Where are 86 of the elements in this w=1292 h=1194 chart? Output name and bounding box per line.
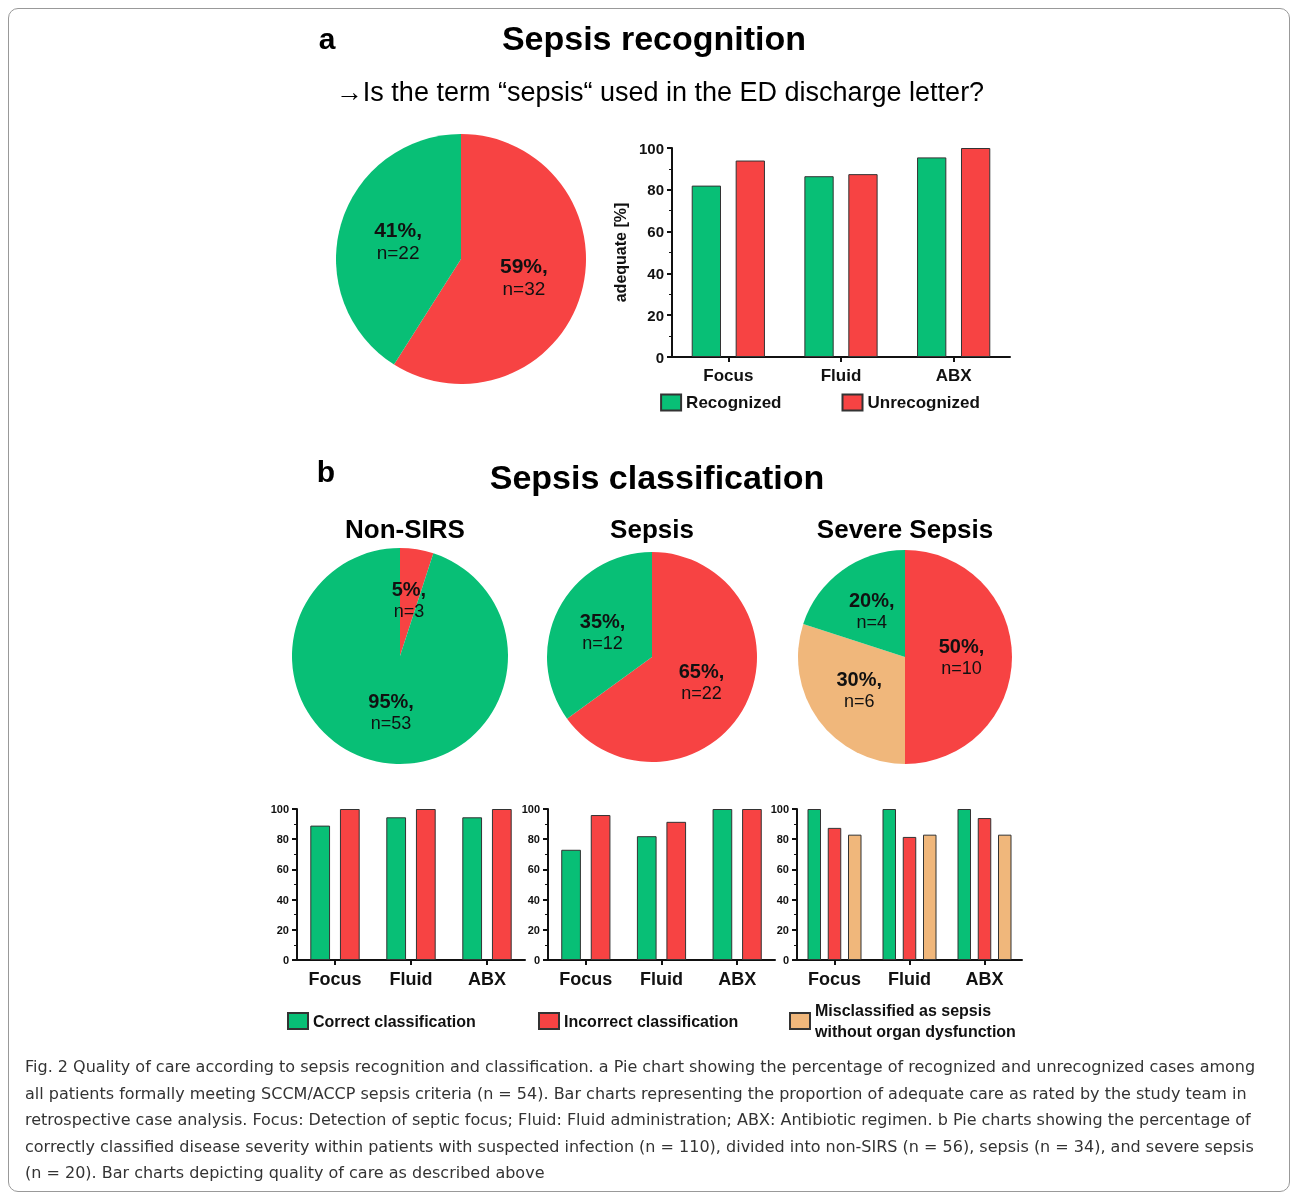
bar xyxy=(491,809,512,960)
y-tick-label: 100 xyxy=(638,139,664,157)
y-tick-label: 100 xyxy=(270,803,289,815)
bar xyxy=(386,817,407,960)
bar xyxy=(415,809,436,960)
y-tick-label: 0 xyxy=(533,954,540,966)
text: →Is the term “sepsis“ used in the ED discharge letter? xyxy=(335,77,985,107)
x-tick-label: ABX xyxy=(467,969,507,989)
legend-label: Correct classification xyxy=(313,1012,476,1030)
y-tick-label: 20 xyxy=(527,923,540,936)
bar xyxy=(735,160,765,357)
bar xyxy=(848,174,878,357)
x-tick-label: Focus xyxy=(308,969,362,989)
bar xyxy=(666,821,687,960)
x-tick-label: Fluid xyxy=(640,969,683,989)
legend-label: Unrecognized xyxy=(867,393,980,412)
y-tick-label: 80 xyxy=(647,181,664,199)
chart-title: Sepsis xyxy=(610,514,694,544)
y-tick-label: 100 xyxy=(770,803,789,815)
y-tick-label: 60 xyxy=(776,863,789,876)
x-tick-label: ABX xyxy=(718,969,757,989)
bar xyxy=(339,809,360,960)
text: a xyxy=(318,21,336,55)
text: b xyxy=(316,454,336,488)
y-tick-label: 40 xyxy=(527,893,540,906)
data-label: 95%, n=53 xyxy=(368,690,414,734)
y-tick-label: 20 xyxy=(276,923,289,936)
x-tick-label: ABX xyxy=(965,969,1004,989)
bar xyxy=(712,809,733,960)
legend-label: Misclassified as sepsis without organ dysfunction xyxy=(814,1002,1016,1040)
x-tick-label: Focus xyxy=(703,366,754,385)
caption: Fig. 2 Quality of care according to sepsis recognition and classification. a Pie chart showing the percentage of recognized and unrecognized cases among all patients formally meeting SCCM/ACCP sepsis criteria (n = 54). Bar charts representing the proportion of adequate care as rated by the study team in retrospective case analysis. Focus: Detection of septic focus; Fluid: Fluid administration; ABX: Antibiotic regimen. b Pie charts showing the percentage of correctly classified disease severity within patients with suspected infection (n = 110), divided into non-SIRS (n = 56), sepsis (n = 34), and severe sepsis (n = 20). Bar charts depicting quality of care as described above xyxy=(25,1056,1257,1184)
text: Sepsis recognition xyxy=(501,19,807,57)
bar xyxy=(561,849,581,960)
bar xyxy=(742,809,762,960)
bar xyxy=(998,834,1012,960)
y-tick-label: 100 xyxy=(521,803,540,815)
y-axis-title: adequate [%] xyxy=(611,202,629,303)
chart-title: Severe Sepsis xyxy=(816,514,994,544)
y-tick-label: 20 xyxy=(776,923,789,936)
data-label: 65%, n=22 xyxy=(678,660,725,704)
legend-label: Incorrect classification xyxy=(564,1012,739,1030)
data-label: 59%, n=32 xyxy=(499,254,548,300)
bar xyxy=(977,818,992,960)
y-tick-label: 0 xyxy=(782,954,789,966)
y-tick-label: 60 xyxy=(527,863,540,876)
bar xyxy=(691,185,722,357)
bar xyxy=(636,836,657,960)
y-tick-label: 60 xyxy=(276,863,289,876)
bar xyxy=(827,827,842,960)
y-tick-label: 80 xyxy=(776,833,789,846)
x-tick-label: Fluid xyxy=(888,969,931,989)
y-tick-label: 80 xyxy=(527,833,540,846)
text: Sepsis classification xyxy=(489,458,825,496)
x-tick-label: Focus xyxy=(559,969,613,989)
y-tick-label: 60 xyxy=(647,223,664,241)
x-tick-label: ABX xyxy=(935,366,973,385)
bar xyxy=(917,157,947,357)
y-tick-label: 0 xyxy=(282,954,289,966)
bar xyxy=(923,834,937,960)
bar xyxy=(882,809,896,960)
data-label: 35%, n=12 xyxy=(579,609,626,653)
y-tick-label: 40 xyxy=(776,893,789,906)
x-tick-label: Fluid xyxy=(820,366,862,385)
bar xyxy=(902,836,917,960)
bar xyxy=(960,148,991,357)
bar xyxy=(848,834,862,960)
bar xyxy=(804,176,834,357)
chart-title: Non-SIRS xyxy=(345,514,465,544)
bar xyxy=(590,815,611,960)
bar xyxy=(957,809,971,960)
legend-label: Recognized xyxy=(686,393,782,412)
x-tick-label: Fluid xyxy=(389,969,433,989)
y-tick-label: 40 xyxy=(276,893,289,906)
y-tick-label: 20 xyxy=(647,306,664,324)
y-tick-label: 40 xyxy=(647,264,664,282)
data-label: 41%, n=22 xyxy=(374,217,423,263)
x-tick-label: Focus xyxy=(807,969,862,989)
data-label: 30%, n=6 xyxy=(836,668,883,712)
y-tick-label: 0 xyxy=(655,348,664,366)
bar xyxy=(807,809,821,960)
data-label: 20%, n=4 xyxy=(848,589,895,633)
bar xyxy=(462,817,483,960)
y-tick-label: 80 xyxy=(276,833,289,846)
data-label: 50%, n=10 xyxy=(938,635,985,678)
bar xyxy=(310,825,331,960)
